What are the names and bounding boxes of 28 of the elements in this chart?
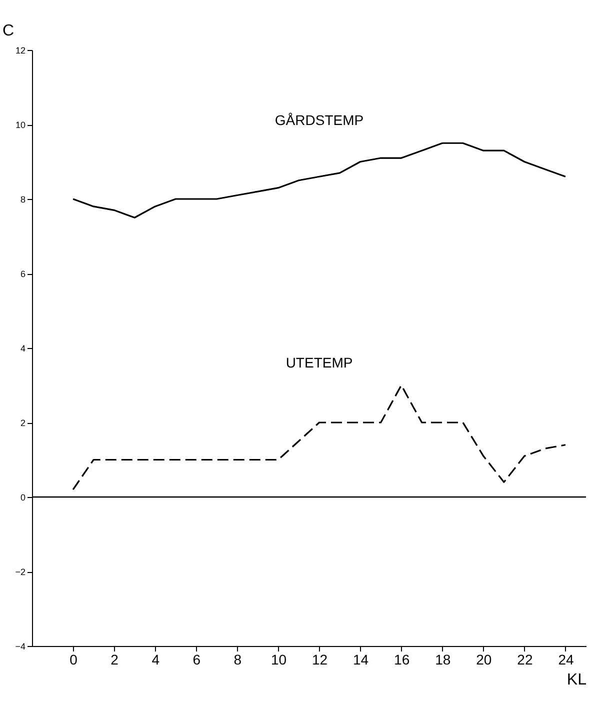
x-tick-label: 16 bbox=[394, 652, 410, 668]
y-tick-label: 12 bbox=[15, 46, 26, 56]
x-tick-label: 2 bbox=[110, 652, 119, 668]
y-tick-label: 0 bbox=[20, 492, 26, 502]
x-tick-label: 4 bbox=[152, 652, 160, 668]
line-series bbox=[72, 142, 566, 218]
x-tick-label: 20 bbox=[476, 652, 492, 668]
y-tick-label: 6 bbox=[20, 269, 26, 279]
x-tick-label: 22 bbox=[517, 652, 533, 668]
y-axis-title: C bbox=[2, 22, 14, 40]
x-tick-label: 0 bbox=[70, 652, 78, 668]
x-tick-label: 8 bbox=[234, 652, 242, 668]
y-tick-label: −2 bbox=[15, 567, 26, 577]
y-tick-label: −4 bbox=[15, 642, 26, 652]
x-tick-label: 12 bbox=[312, 652, 328, 668]
x-tick-label: 6 bbox=[192, 652, 201, 668]
x-tick-label: 14 bbox=[353, 652, 369, 668]
annotation: UTETEMP bbox=[286, 354, 353, 370]
x-tick-label: 24 bbox=[558, 652, 574, 668]
line-series bbox=[72, 384, 566, 490]
x-tick-label: 10 bbox=[270, 652, 287, 668]
y-tick-label: 8 bbox=[20, 194, 26, 204]
y-tick-label: 2 bbox=[20, 418, 26, 428]
x-axis-title: KL bbox=[566, 672, 587, 688]
y-tick-label: 10 bbox=[15, 120, 26, 130]
x-tick-label: 18 bbox=[435, 652, 451, 668]
y-tick-label: 4 bbox=[20, 344, 26, 354]
annotation: GÅRDSTEMP bbox=[274, 112, 364, 128]
